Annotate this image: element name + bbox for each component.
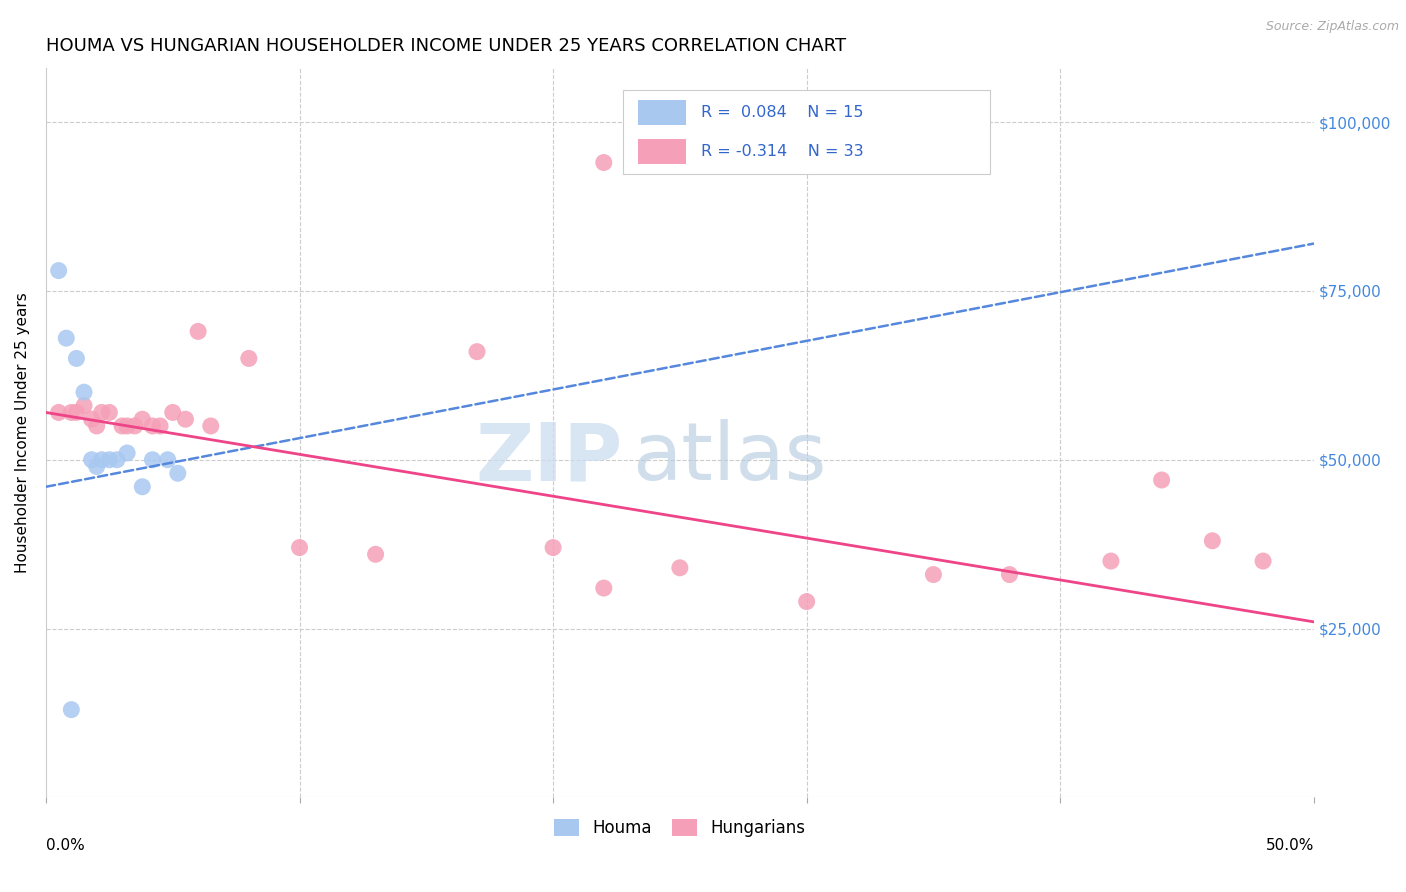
Point	[156, 452, 179, 467]
Point	[124, 419, 146, 434]
FancyBboxPatch shape	[623, 90, 990, 174]
Text: atlas: atlas	[631, 419, 827, 497]
Point	[141, 452, 163, 467]
Legend: Houma, Hungarians: Houma, Hungarians	[547, 813, 813, 844]
Point	[166, 467, 188, 481]
Text: 0.0%: 0.0%	[46, 838, 84, 853]
Point	[162, 405, 184, 419]
Point	[1251, 554, 1274, 568]
Point	[55, 331, 77, 345]
Point	[238, 351, 260, 366]
Point	[922, 567, 945, 582]
Point	[73, 399, 96, 413]
Point	[364, 547, 387, 561]
Text: 50.0%: 50.0%	[1265, 838, 1313, 853]
Point	[149, 419, 172, 434]
Point	[592, 581, 614, 595]
Point	[200, 419, 222, 434]
Point	[90, 452, 112, 467]
Text: HOUMA VS HUNGARIAN HOUSEHOLDER INCOME UNDER 25 YEARS CORRELATION CHART: HOUMA VS HUNGARIAN HOUSEHOLDER INCOME UN…	[46, 37, 846, 55]
Point	[73, 385, 96, 400]
Point	[187, 325, 209, 339]
Point	[669, 561, 692, 575]
Point	[111, 419, 134, 434]
Point	[1201, 533, 1223, 548]
Point	[86, 459, 108, 474]
Point	[131, 480, 153, 494]
Point	[141, 419, 163, 434]
Point	[48, 405, 70, 419]
Point	[998, 567, 1021, 582]
Point	[115, 419, 138, 434]
Point	[105, 452, 128, 467]
Point	[60, 405, 83, 419]
Point	[541, 541, 564, 555]
Text: Source: ZipAtlas.com: Source: ZipAtlas.com	[1265, 20, 1399, 33]
Point	[48, 263, 70, 277]
Text: R = -0.314    N = 33: R = -0.314 N = 33	[702, 144, 865, 159]
Bar	[638, 138, 686, 163]
Point	[65, 405, 87, 419]
Point	[115, 446, 138, 460]
Point	[288, 541, 311, 555]
Point	[65, 351, 87, 366]
Text: ZIP: ZIP	[475, 419, 623, 497]
Point	[1150, 473, 1173, 487]
Point	[174, 412, 197, 426]
Point	[465, 344, 488, 359]
Point	[98, 405, 121, 419]
Point	[1099, 554, 1122, 568]
Text: R =  0.084    N = 15: R = 0.084 N = 15	[702, 105, 863, 120]
Point	[98, 452, 121, 467]
Point	[80, 412, 103, 426]
Point	[592, 155, 614, 169]
Point	[86, 419, 108, 434]
Point	[131, 412, 153, 426]
Y-axis label: Householder Income Under 25 years: Householder Income Under 25 years	[15, 293, 30, 573]
Point	[90, 405, 112, 419]
Point	[796, 594, 818, 608]
Bar	[638, 100, 686, 125]
Point	[60, 703, 83, 717]
Point	[80, 452, 103, 467]
